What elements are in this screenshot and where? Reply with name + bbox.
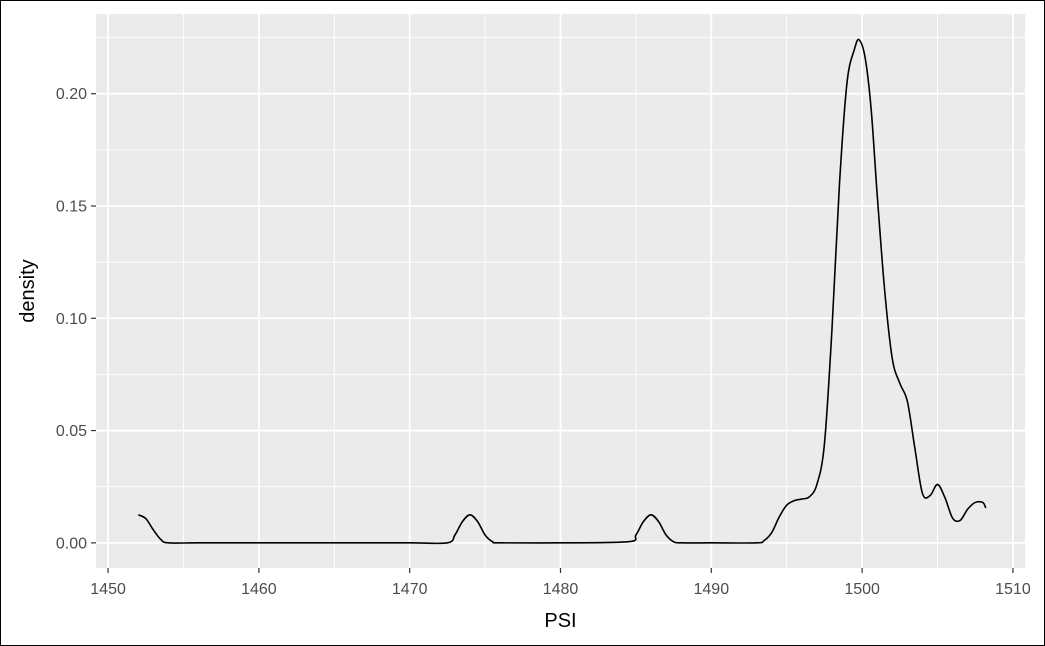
y-axis-title: density	[17, 259, 39, 322]
density-line	[137, 38, 987, 545]
x-axis-title: PSI	[544, 610, 576, 632]
x-tick-label: 1480	[543, 581, 579, 598]
x-tick-label: 1450	[90, 581, 126, 598]
y-tick-label: 0.15	[56, 199, 87, 216]
y-tick-label: 0.00	[56, 535, 87, 552]
density-series	[137, 38, 987, 545]
y-tick-label: 0.10	[56, 311, 87, 328]
x-tick-label: 1460	[241, 581, 277, 598]
x-tick-label: 1470	[392, 581, 428, 598]
x-tick-label: 1510	[995, 581, 1031, 598]
x-tick-label: 1500	[844, 581, 880, 598]
x-axis: 1450 1460 1470 1480 1490 1500 1510	[90, 568, 1031, 598]
y-axis: 0.00 0.05 0.10 0.15 0.20	[56, 86, 96, 552]
y-tick-label: 0.05	[56, 423, 87, 440]
y-tick-label: 0.20	[56, 86, 87, 103]
x-tick-label: 1490	[694, 581, 730, 598]
